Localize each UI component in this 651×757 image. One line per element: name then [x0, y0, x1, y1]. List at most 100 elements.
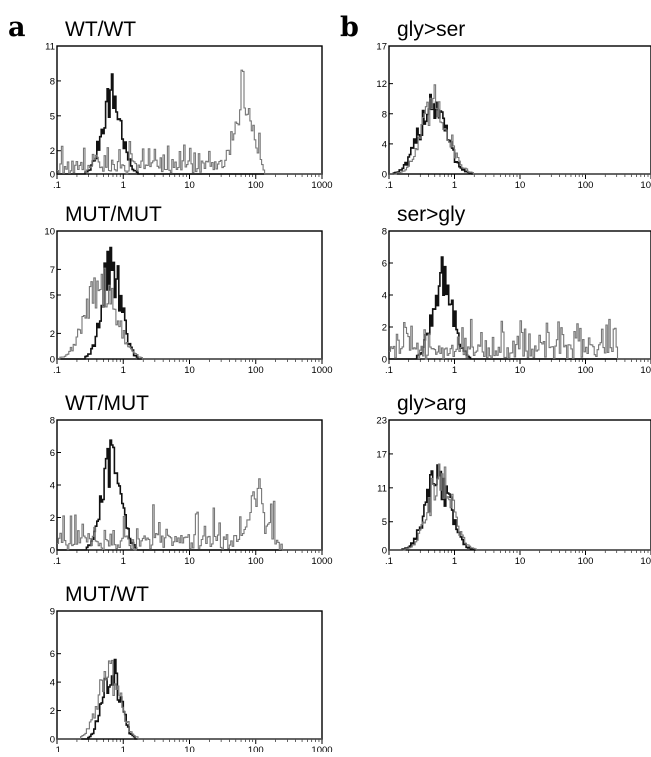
x-tick-label: .1 [53, 365, 61, 376]
chart-title: gly>ser [397, 18, 465, 41]
y-tick-label: 0 [50, 546, 55, 557]
x-tick-label: 1 [121, 745, 126, 752]
y-tick-label: 10 [44, 227, 55, 238]
x-tick-label: 1000 [311, 365, 332, 376]
series-line-1 [389, 318, 651, 360]
chart-2: MUT/MUT .1 1 10 100 1000 0 2 5 7 10 [44, 203, 332, 376]
y-tick-label: 11 [45, 42, 55, 53]
y-tick-label: 6 [50, 649, 55, 660]
chart-title: MUT/WT [65, 583, 149, 606]
x-tick-label: 100 [248, 365, 264, 376]
y-tick-label: 5 [50, 111, 55, 122]
series-line-1 [389, 463, 651, 551]
series-line-1 [57, 69, 322, 175]
x-tick-label: 10 [184, 745, 195, 752]
y-tick-label: 2 [382, 323, 387, 334]
x-tick-label: 100 [248, 556, 264, 567]
x-tick-label: 1 [121, 180, 126, 191]
chart-title: gly>arg [397, 392, 466, 415]
y-tick-label: 12 [376, 79, 387, 90]
x-tick-label: 100 [578, 180, 594, 191]
chart-title: WT/MUT [65, 392, 149, 415]
y-tick-label: 0 [50, 355, 55, 366]
x-tick-label: 1 [121, 556, 126, 567]
y-tick-label: 2 [50, 513, 55, 524]
y-tick-label: 0 [50, 170, 55, 181]
x-tick-label: 1 [452, 180, 457, 191]
plot-frame [56, 610, 323, 740]
y-tick-label: 11 [377, 483, 387, 494]
chart-4: WT/MUT .1 1 10 100 1000 0 2 4 6 8 [50, 392, 333, 567]
chart-6: MUT/WT .1 1 10 100 1000 0 2 4 6 9 [50, 583, 333, 756]
x-tick-label: 1000 [640, 180, 651, 191]
x-tick-label: 10 [184, 556, 195, 567]
x-tick-label: 1 [121, 365, 126, 376]
x-tick-label: 1 [452, 556, 457, 567]
y-tick-label: 8 [382, 109, 387, 120]
panel-label-a: a [8, 12, 26, 43]
y-tick-label: 5 [382, 517, 387, 528]
x-tick-label: .1 [385, 180, 393, 191]
y-tick-label: 7 [50, 265, 55, 276]
chart-5: gly>arg .1 1 10 100 1000 0 5 11 17 23 [376, 392, 651, 567]
x-tick-label: 100 [578, 365, 594, 376]
x-tick-label: 100 [248, 180, 264, 191]
y-tick-label: 8 [50, 416, 55, 427]
y-tick-label: 4 [382, 291, 387, 302]
y-tick-label: 2 [50, 706, 55, 717]
y-tick-label: 2 [50, 146, 55, 157]
y-tick-label: 4 [50, 678, 55, 689]
y-tick-label: 0 [382, 170, 387, 181]
plot-frame [56, 419, 323, 551]
x-tick-label: 1000 [311, 556, 332, 567]
y-tick-label: 23 [376, 416, 387, 427]
x-tick-label: .1 [53, 556, 61, 567]
y-tick-label: 4 [50, 481, 55, 492]
y-tick-label: 17 [376, 449, 387, 460]
panel-label-b: b [340, 12, 359, 43]
x-tick-label: 10 [515, 365, 526, 376]
x-tick-label: 1 [452, 365, 457, 376]
y-tick-label: 0 [50, 735, 55, 746]
x-tick-label: 100 [578, 556, 594, 567]
series-line-0 [57, 439, 322, 551]
x-tick-label: .1 [385, 556, 393, 567]
x-tick-label: .1 [385, 365, 393, 376]
y-tick-label: 17 [376, 42, 387, 53]
y-tick-label: 4 [382, 139, 387, 150]
y-tick-label: 9 [50, 607, 55, 618]
x-tick-label: 10 [515, 556, 526, 567]
chart-1: gly>ser .1 1 10 100 1000 0 4 8 12 17 [376, 18, 651, 191]
chart-3: ser>gly .1 1 10 100 1000 0 2 4 6 8 [382, 203, 651, 376]
y-tick-label: 0 [382, 355, 387, 366]
y-tick-label: 8 [382, 227, 387, 238]
chart-title: WT/WT [65, 18, 136, 41]
series-line-1 [57, 267, 322, 360]
x-tick-label: 100 [248, 745, 264, 752]
x-tick-label: .1 [53, 745, 61, 752]
chart-title: ser>gly [397, 203, 466, 226]
y-tick-label: 0 [382, 546, 387, 557]
y-tick-label: 5 [50, 291, 55, 302]
chart-title: MUT/MUT [65, 203, 162, 226]
series-line-0 [57, 658, 322, 740]
series-line-1 [57, 659, 322, 740]
y-tick-label: 2 [50, 329, 55, 340]
y-tick-label: 8 [50, 76, 55, 87]
x-tick-label: 1000 [311, 180, 332, 191]
x-tick-label: 10 [184, 365, 195, 376]
x-tick-label: 1000 [311, 745, 332, 752]
series-line-1 [57, 478, 322, 551]
y-tick-label: 6 [50, 448, 55, 459]
x-tick-label: 10 [184, 180, 195, 191]
y-tick-label: 6 [382, 259, 387, 270]
plot-frame [388, 419, 651, 551]
x-tick-label: 1000 [640, 365, 651, 376]
series-line-1 [389, 84, 651, 175]
x-tick-label: 1000 [640, 556, 651, 567]
x-tick-label: 10 [515, 180, 526, 191]
chart-0: WT/WT .1 1 10 100 1000 0 2 5 8 11 [45, 18, 332, 191]
x-tick-label: .1 [53, 180, 61, 191]
